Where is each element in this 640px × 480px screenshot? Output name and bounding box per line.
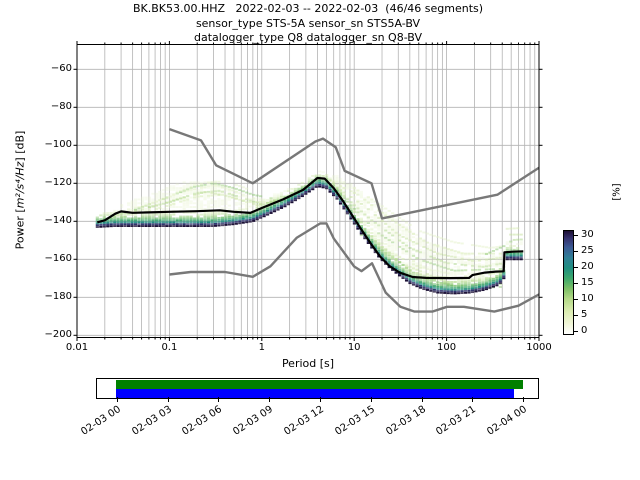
colorbar-tick-label: 15 xyxy=(581,277,594,288)
x-tick-label: 1000 xyxy=(526,342,552,353)
colorbar-label: [%] xyxy=(611,183,623,201)
timeline-coverage-bar xyxy=(115,380,524,389)
colorbar-tick xyxy=(574,331,578,332)
timeline-segments-bar xyxy=(115,388,515,398)
mode-curve xyxy=(97,176,524,280)
y-axis-label-post: ] [dB] xyxy=(13,130,27,162)
timeline-tick xyxy=(421,397,423,402)
y-tick-label: −160 xyxy=(44,253,72,265)
y-tick-label: −120 xyxy=(44,177,72,189)
timeline-tick xyxy=(472,397,474,402)
y-tick-label: −60 xyxy=(50,63,72,75)
colorbar-tick-label: 20 xyxy=(581,261,594,272)
colorbar-tick-label: 10 xyxy=(581,293,594,304)
y-tick-label: −80 xyxy=(50,101,72,113)
timeline-tick xyxy=(116,397,118,402)
colorbar-tick xyxy=(574,235,578,236)
y-tick-label: −200 xyxy=(44,329,72,341)
x-tick-label: 1 xyxy=(258,342,265,353)
colorbar-tick-label: 5 xyxy=(581,309,588,320)
colorbar xyxy=(563,230,574,335)
x-tick-label: 0.01 xyxy=(65,342,89,353)
x-axis-label: Period [s] xyxy=(281,357,335,370)
colorbar-tick xyxy=(574,299,578,300)
colorbar-tick-label: 0 xyxy=(581,325,588,336)
x-tick-label: 0.1 xyxy=(161,342,178,353)
timeline-tick xyxy=(320,397,321,402)
y-axis-label: Power [m²/s⁴/Hz] [dB] xyxy=(14,131,27,250)
timeline-tick xyxy=(370,397,372,402)
y-tick-label: −100 xyxy=(44,139,72,151)
colorbar-tick xyxy=(574,267,578,268)
timeline-tick xyxy=(523,397,525,402)
y-tick-label: −140 xyxy=(44,215,72,227)
timeline-tick xyxy=(218,397,220,402)
y-axis-label-math: m²/s⁴/Hz xyxy=(13,161,27,209)
colorbar-tick xyxy=(574,251,578,252)
colorbar-tick xyxy=(574,283,578,284)
plot-title: BK.BK53.00.HHZ 2022-02-03 -- 2022-02-03 … xyxy=(132,2,484,15)
nlnm-curve xyxy=(169,222,539,313)
timeline-tick xyxy=(167,397,169,402)
plot-subtitle-datalogger: datalogger_type Q8 datalogger_sn Q8-BV xyxy=(193,31,423,44)
x-tick-label: 100 xyxy=(437,342,457,353)
y-axis-label-pre: Power [ xyxy=(13,208,27,250)
colorbar-tick-label: 25 xyxy=(581,245,594,256)
y-tick-label: −180 xyxy=(44,291,72,303)
plot-subtitle-sensor: sensor_type STS-5A sensor_sn STS5A-BV xyxy=(195,17,421,30)
nhnm-curve xyxy=(168,127,539,220)
colorbar-tick-label: 30 xyxy=(581,229,594,240)
colorbar-tick xyxy=(574,315,578,316)
x-tick-label: 10 xyxy=(347,342,361,353)
timeline-tick xyxy=(269,397,271,402)
